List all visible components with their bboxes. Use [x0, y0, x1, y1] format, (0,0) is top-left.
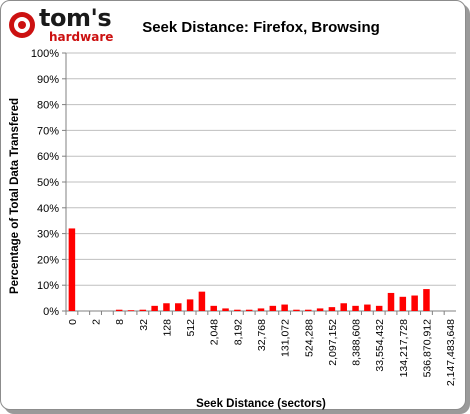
y-tick-label: 70%	[37, 125, 59, 137]
y-tick-label: 40%	[37, 203, 59, 215]
logo-mark-icon	[9, 12, 35, 38]
x-tick-label: 0	[67, 319, 79, 325]
bar	[411, 295, 418, 311]
bar	[151, 305, 158, 311]
y-tick-label: 10%	[37, 280, 59, 292]
bar	[316, 308, 324, 311]
bar	[269, 305, 277, 311]
bar	[175, 303, 182, 311]
y-tick-label: 100%	[31, 48, 59, 60]
x-tick-label: 32,768	[256, 319, 268, 351]
x-tick-label: 2,048	[209, 319, 221, 345]
bar	[234, 309, 241, 311]
x-tick-label: 128	[161, 319, 173, 337]
x-tick-label: 2	[91, 319, 103, 325]
y-tick-label: 80%	[37, 100, 59, 112]
y-tick-label: 50%	[37, 177, 59, 189]
x-tick-label: 32	[138, 319, 150, 331]
bar	[257, 308, 265, 311]
y-tick-label: 0%	[43, 306, 59, 318]
x-tick-label: 536,870,912	[421, 319, 433, 378]
bar	[68, 228, 76, 311]
bar	[293, 309, 300, 311]
x-tick-label: 524,288	[303, 319, 315, 357]
y-tick-label: 30%	[37, 229, 59, 241]
chart-title: Seek Distance: Firefox, Browsing	[142, 19, 380, 36]
toms-hardware-logo: tom's hardware	[7, 4, 117, 48]
x-tick-label: 2,147,483,648	[445, 319, 457, 386]
bar	[352, 305, 359, 311]
logo-text-toms: tom's	[39, 4, 112, 32]
logo-text-hardware: hardware	[49, 30, 114, 44]
bar	[305, 309, 312, 311]
bar	[163, 303, 170, 311]
x-tick-label: 8,388,608	[351, 319, 363, 366]
bar	[364, 304, 371, 311]
bar	[328, 307, 336, 311]
bar	[127, 310, 135, 311]
y-tick-label: 90%	[37, 74, 59, 86]
bar	[340, 303, 347, 311]
x-tick-label: 2,097,152	[327, 319, 339, 366]
bar	[245, 309, 253, 311]
bar	[375, 305, 383, 311]
x-tick-label: 512	[185, 319, 197, 337]
bar	[186, 299, 194, 311]
bar	[423, 289, 430, 311]
x-tick-label: 8,192	[232, 319, 244, 345]
bar	[210, 305, 217, 311]
bar	[281, 304, 288, 311]
bar	[222, 308, 229, 311]
bar	[115, 309, 123, 311]
bar	[387, 292, 395, 311]
x-tick-label: 33,554,432	[374, 319, 386, 372]
x-tick-label: 131,072	[280, 319, 292, 357]
bar	[399, 296, 407, 311]
y-tick-label: 20%	[37, 254, 59, 266]
bar	[198, 291, 206, 311]
x-tick-label: 8	[114, 319, 126, 325]
y-tick-label: 60%	[37, 151, 59, 163]
bar	[139, 309, 147, 311]
x-tick-label: 134,217,728	[398, 319, 410, 378]
x-axis-label: Seek Distance (sectors)	[196, 398, 326, 410]
